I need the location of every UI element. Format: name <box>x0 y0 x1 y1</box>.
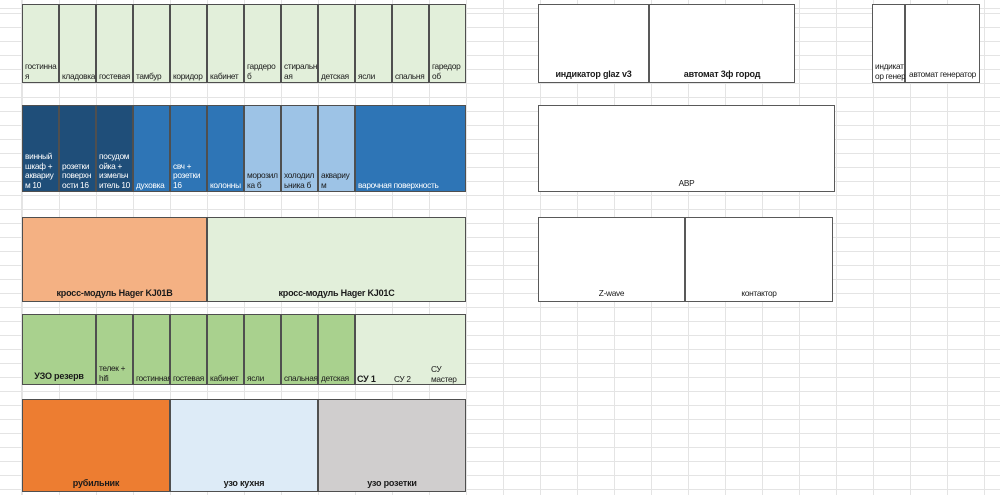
row1-rooms-cell-9[interactable]: ясли <box>355 4 392 83</box>
row2-kitchen-breakers-cell-3[interactable]: духовка <box>133 105 170 192</box>
row2-kitchen-breakers-cell-2[interactable]: посудом ойка + измельч итель 10 <box>96 105 133 192</box>
row2-kitchen-breakers-cell-9[interactable]: варочная поверхность <box>355 105 466 192</box>
row1-boxes-cell-1[interactable]: автомат 3ф город <box>649 4 795 83</box>
row4-uzo-lines-cell-3[interactable]: гостевая <box>170 314 207 385</box>
row1-rooms-cell-1[interactable]: кладовка <box>59 4 96 83</box>
row1-rooms-cell-8[interactable]: детская <box>318 4 355 83</box>
row4-uzo-lines-cell-10[interactable]: СУ 2 <box>394 373 411 384</box>
row3-boxes-cell-0[interactable]: Z-wave <box>538 217 685 302</box>
row3-boxes-cell-1[interactable]: контактор <box>685 217 833 302</box>
row3-cross-modules-cell-0[interactable]: кросс-модуль Hager KJ01B <box>22 217 207 302</box>
row1-rooms-cell-6[interactable]: гардеро б <box>244 4 281 83</box>
row2-kitchen-breakers-cell-0[interactable]: винный шкаф + аквариу м 10 <box>22 105 59 192</box>
row4-uzo-lines-cell-7[interactable]: детская <box>318 314 355 385</box>
row5-main-cell-0[interactable]: рубильник <box>22 399 170 492</box>
row2-kitchen-breakers-cell-7[interactable]: холодил ьника б <box>281 105 318 192</box>
row2-kitchen-breakers-cell-6[interactable]: морозил ка б <box>244 105 281 192</box>
row1-rooms-cell-7[interactable]: стиральн ая <box>281 4 318 83</box>
row1-rooms-cell-4[interactable]: коридор <box>170 4 207 83</box>
row1-rooms-cell-11[interactable]: гаредор об <box>429 4 466 83</box>
row4-uzo-lines-cell-8[interactable] <box>355 314 466 385</box>
row4-uzo-lines-cell-1[interactable]: телек + hifi <box>96 314 133 385</box>
row2-kitchen-breakers-cell-4[interactable]: свч + розетки 16 <box>170 105 207 192</box>
row1-rooms-cell-10[interactable]: спальня <box>392 4 429 83</box>
row4-uzo-lines-cell-5[interactable]: ясли <box>244 314 281 385</box>
row4-uzo-lines-cell-11[interactable]: СУ мастер <box>431 364 457 384</box>
row1-boxes-cell-3[interactable]: автомат генератор <box>905 4 980 83</box>
row4-uzo-lines-cell-2[interactable]: гостинная <box>133 314 172 385</box>
row1-boxes-cell-0[interactable]: индикатор glaz v3 <box>538 4 649 83</box>
row4-uzo-lines-cell-9[interactable]: СУ 1 <box>357 373 376 384</box>
row4-uzo-lines-cell-4[interactable]: кабинет <box>207 314 244 385</box>
row2-kitchen-breakers-cell-5[interactable]: колонны <box>207 105 244 192</box>
row5-main-cell-1[interactable]: узо кухня <box>170 399 318 492</box>
row4-uzo-lines-cell-6[interactable]: спальная <box>281 314 318 385</box>
row1-boxes-cell-2[interactable]: индикат ор генер <box>872 4 906 83</box>
row2-boxes-cell-0[interactable]: АВР <box>538 105 835 192</box>
row1-rooms-cell-5[interactable]: кабинет <box>207 4 244 83</box>
row3-cross-modules-cell-1[interactable]: кросс-модуль Hager KJ01C <box>207 217 466 302</box>
row2-kitchen-breakers-cell-8[interactable]: аквариу м <box>318 105 355 192</box>
row4-uzo-lines-cell-0[interactable]: УЗО резерв <box>22 314 96 385</box>
row2-kitchen-breakers-cell-1[interactable]: розетки поверхн ости 16 <box>59 105 96 192</box>
row1-rooms-cell-3[interactable]: тамбур <box>133 4 170 83</box>
row1-rooms-cell-2[interactable]: гостевая <box>96 4 133 83</box>
row1-rooms-cell-0[interactable]: гостинна я <box>22 4 59 83</box>
row5-main-cell-2[interactable]: узо розетки <box>318 399 466 492</box>
